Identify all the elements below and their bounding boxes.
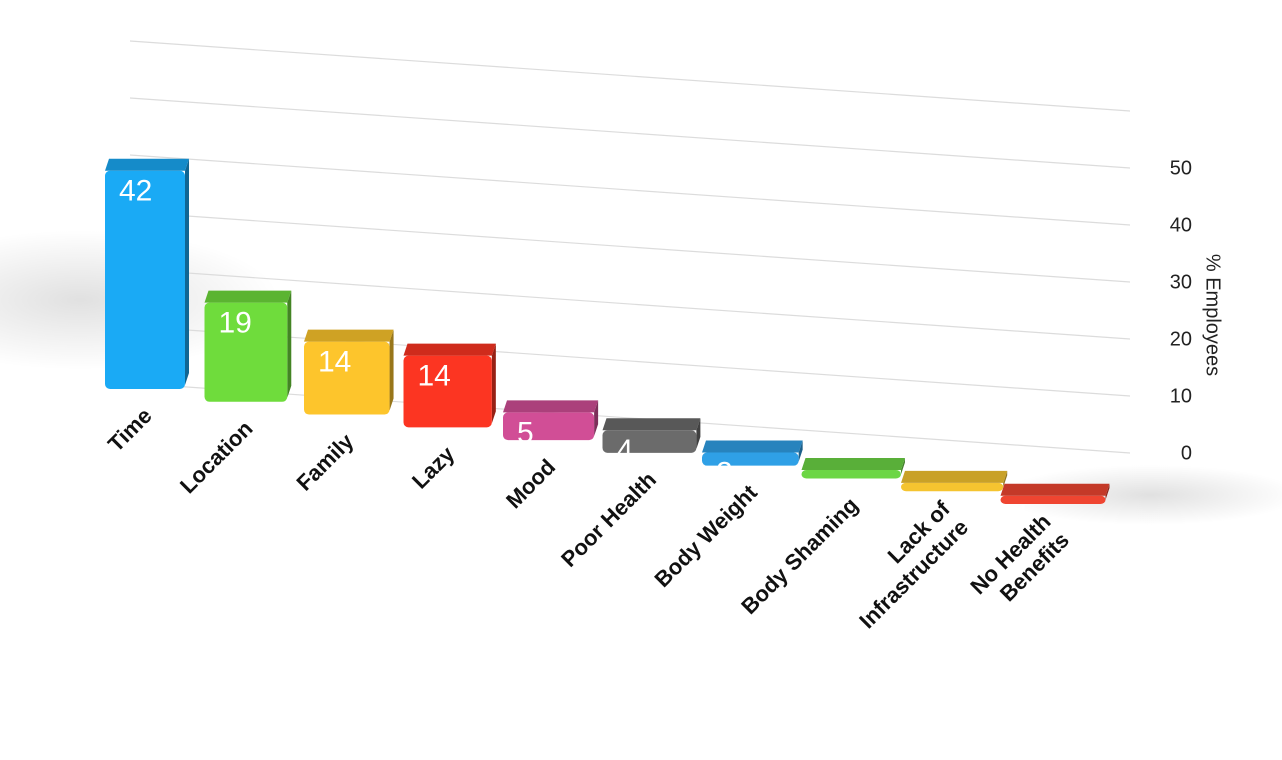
value-label: 1 [915,487,932,520]
bar [901,470,1008,492]
bar-front [204,302,288,402]
bar-top [602,418,701,431]
axis-title: % Employees [1202,254,1224,376]
bar-side [389,329,394,411]
bar-side [696,418,701,449]
bar [503,400,599,441]
bar-front [1000,495,1106,504]
y-tick-label: 30 [1170,271,1192,293]
bar-side [491,343,496,424]
value-label: 42 [119,175,152,208]
value-label: 1 [1015,500,1032,533]
y-tick-label: 0 [1181,442,1192,464]
x-tick-label: Mood [501,454,560,513]
bar-side [185,158,189,385]
bar [304,329,394,415]
bar [1000,483,1110,504]
bar [602,418,701,453]
x-tick-label: Body Weight [650,479,763,592]
x-tick-label: Time [103,403,157,457]
x-tick-label: Lazy [407,441,460,494]
x-tick-label: Family [291,428,359,496]
y-tick-label: 40 [1170,214,1192,236]
bar-side [1003,470,1008,488]
grid-line [129,325,1131,397]
y-tick-label: 20 [1170,328,1192,350]
bar-top [204,290,292,303]
bar-top [801,457,905,470]
bar-front [602,430,697,453]
bar [702,440,803,466]
grid-line [129,40,1131,112]
bar-top [304,329,394,342]
bar-front [503,412,595,441]
bar-top [702,440,803,453]
bar [403,343,496,428]
grid-line [129,154,1131,226]
value-label: 19 [219,306,252,339]
x-tick-label: Body Shaming [736,492,863,619]
bar-side [594,400,599,437]
x-tick-label: Location [175,416,257,498]
grid-line [129,382,1131,454]
y-tick-label: 10 [1170,385,1192,407]
value-label: 4 [617,434,634,467]
bar-top [503,400,599,413]
bar-side [900,457,905,475]
bar [801,457,905,479]
bar-top [105,158,189,171]
bar-front [801,469,901,479]
bar-top [1000,483,1110,496]
x-tick-label: Poor Health [556,467,661,572]
bar [204,290,292,402]
value-label: 14 [318,346,351,379]
bar-front [105,170,185,389]
bar-top [901,470,1008,483]
value-label: 5 [517,416,534,449]
grid-line [129,211,1131,283]
bar-side [1105,483,1110,500]
grid-line [129,97,1131,169]
bar-front [403,355,492,428]
value-label: 14 [418,360,451,393]
bar-side [287,290,292,398]
y-tick-label: 50 [1170,157,1192,179]
bar-side [798,440,803,462]
bar-top [403,343,496,356]
shadow [1000,465,1282,525]
grid-line [129,268,1131,340]
bar-front [901,482,1004,492]
value-label: 2 [716,456,733,489]
bar-front [304,341,390,415]
value-label: 1 [816,474,833,507]
bar [105,158,189,389]
bar-front [702,452,799,466]
